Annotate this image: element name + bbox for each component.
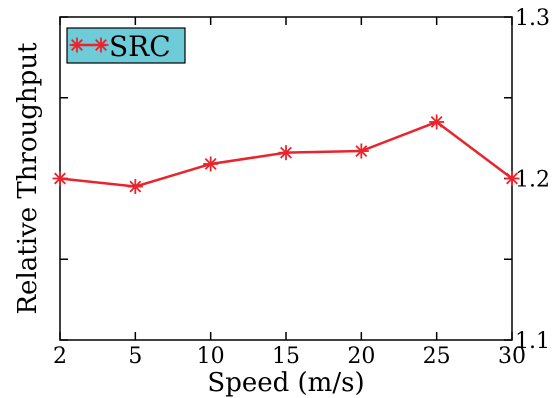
y-axis-label: Relative Throughput	[13, 42, 43, 315]
data-point	[203, 156, 219, 172]
y-tick-label: 1.3	[515, 6, 550, 31]
data-point	[504, 171, 520, 186]
data-point	[353, 143, 369, 159]
x-tick-label: 25	[423, 344, 451, 369]
y-tick-label: 1.2	[515, 168, 550, 193]
legend: SRC	[66, 27, 186, 64]
legend-label-src: SRC	[109, 30, 171, 63]
legend-marker-point	[93, 37, 109, 53]
data-point	[429, 114, 445, 130]
plot-frame	[59, 16, 513, 341]
x-tick-label: 2	[53, 344, 67, 369]
x-tick-label: 30	[498, 344, 526, 369]
x-tick-label: 5	[128, 344, 142, 369]
y-ticks: 1.1 1.2 1.3	[60, 6, 550, 354]
data-point	[127, 179, 143, 195]
x-tick-label: 20	[347, 344, 375, 369]
data-point	[52, 171, 68, 186]
data-point	[278, 145, 294, 161]
legend-marker-point	[69, 37, 85, 53]
series-layer	[52, 114, 520, 195]
x-ticks: 2 5 10 15 20 25 30	[53, 17, 526, 369]
x-tick-label: 10	[197, 344, 225, 369]
x-axis-label: Speed (m/s)	[207, 368, 364, 398]
x-tick-label: 15	[272, 344, 300, 369]
y-tick-label: 1.1	[515, 329, 550, 354]
legend-marker-src	[69, 37, 109, 53]
